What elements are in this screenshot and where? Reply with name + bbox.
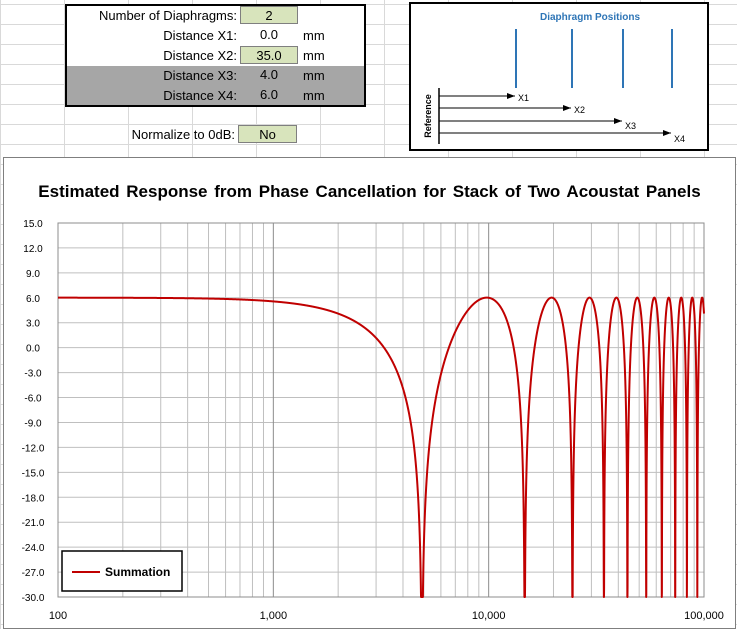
- distance-x3-label: Distance X3:: [163, 68, 237, 83]
- y-tick-label: 12.0: [23, 244, 43, 255]
- y-tick-label: 6.0: [26, 294, 40, 305]
- distance-x4-value[interactable]: 6.0: [259, 87, 279, 102]
- row-distance-x4: Distance X4: 6.0 mm: [67, 86, 364, 105]
- response-chart: 15.0 12.0 9.0 6.0 3.0 0.0 -3.0 -6.0 -9.0 -12.0 -15…: [22, 219, 724, 622]
- distance-x4-unit: mm: [303, 88, 325, 103]
- diagram-svg: Diaphragm Positions Reference X1 X2 X3 X…: [423, 12, 685, 144]
- y-tick-label: -9.0: [24, 418, 42, 429]
- arrow-label-x2: X2: [574, 105, 585, 115]
- y-tick-label: -6.0: [24, 394, 42, 405]
- parameter-panel: Number of Diaphragms: 2 Distance X1: 0.0…: [65, 4, 366, 107]
- chart-title: Estimated Response from Phase Cancellati…: [38, 182, 701, 201]
- distance-x2-unit: mm: [303, 48, 325, 63]
- y-tick-label: 9.0: [26, 269, 40, 280]
- diaphragm-diagram: Diaphragm Positions Reference X1 X2 X3 X…: [409, 2, 709, 151]
- distance-x1-unit: mm: [303, 28, 325, 43]
- legend-label: Summation: [105, 565, 170, 579]
- y-tick-label: 3.0: [26, 319, 40, 330]
- arrow-label-x1: X1: [518, 93, 529, 103]
- series-summation-line: [57, 296, 705, 598]
- x-tick-label: 100,000: [684, 610, 724, 622]
- plot-border: [57, 222, 705, 598]
- distance-x1-label: Distance X1:: [163, 28, 237, 43]
- y-tick-label: -15.0: [22, 468, 45, 479]
- axis-layer: 15.0 12.0 9.0 6.0 3.0 0.0 -3.0 -6.0 -9.0 -12.0 -15…: [22, 219, 724, 622]
- y-tick-label: -21.0: [22, 518, 45, 529]
- row-distance-x2: Distance X2: 35.0 mm: [67, 46, 364, 66]
- y-tick-label: -3.0: [24, 369, 42, 380]
- grid-layer: [57, 222, 705, 598]
- y-tick-label: -24.0: [22, 543, 45, 554]
- diagram-title: Diaphragm Positions: [540, 12, 640, 23]
- chart-area[interactable]: Estimated Response from Phase Cancellati…: [3, 157, 736, 629]
- y-tick-label: -12.0: [22, 443, 45, 454]
- distance-x2-label: Distance X2:: [163, 48, 237, 63]
- normalize-label: Normalize to 0dB:: [131, 127, 235, 142]
- distance-x2-input[interactable]: 35.0: [240, 46, 298, 64]
- y-tick-label: 0.0: [26, 344, 40, 355]
- distance-x3-value[interactable]: 4.0: [259, 67, 279, 82]
- row-distance-x1: Distance X1: 0.0 mm: [67, 26, 364, 46]
- x-tick-label: 10,000: [472, 610, 506, 622]
- row-num-diaphragms: Number of Diaphragms: 2: [67, 6, 364, 26]
- y-tick-label: -18.0: [22, 493, 45, 504]
- y-tick-label: 15.0: [23, 219, 43, 230]
- reference-label: Reference: [423, 94, 433, 138]
- arrow-label-x4: X4: [674, 134, 685, 144]
- distance-x3-unit: mm: [303, 68, 325, 83]
- num-diaphragms-label: Number of Diaphragms:: [99, 8, 237, 23]
- num-diaphragms-input[interactable]: 2: [240, 6, 298, 24]
- distance-x4-label: Distance X4:: [163, 88, 237, 103]
- distance-x1-value[interactable]: 0.0: [259, 27, 279, 42]
- y-tick-label: -30.0: [22, 593, 45, 604]
- row-distance-x3: Distance X3: 4.0 mm: [67, 66, 364, 86]
- x-tick-label: 100: [49, 610, 67, 622]
- y-tick-label: -27.0: [22, 568, 45, 579]
- normalize-input[interactable]: No: [238, 125, 297, 143]
- legend-box: Summation: [61, 550, 183, 592]
- x-tick-label: 1,000: [260, 610, 288, 622]
- series-layer: [57, 296, 705, 598]
- normalize-row: Normalize to 0dB: No: [65, 125, 305, 145]
- arrow-label-x3: X3: [625, 121, 636, 131]
